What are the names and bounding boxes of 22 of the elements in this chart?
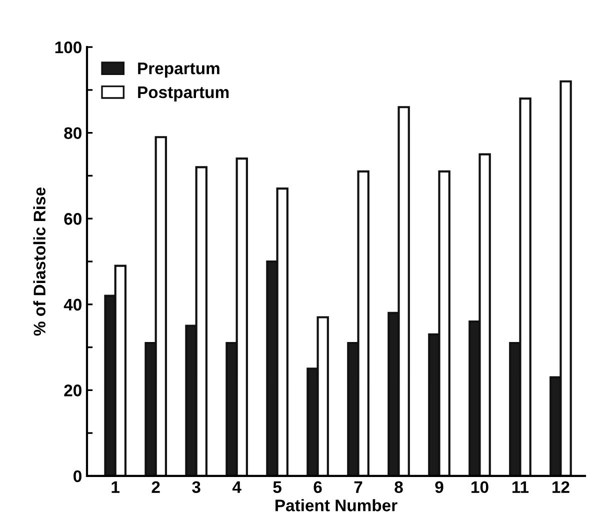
y-tick-label: 80: [64, 127, 82, 140]
x-tick-label: 7: [354, 481, 362, 493]
legend-label: Prepartum: [138, 62, 220, 78]
x-tick-label: 3: [192, 481, 200, 494]
x-axis-title: Patient Number: [276, 499, 398, 512]
x-tick-label: 12: [552, 481, 570, 493]
x-tick-label: 9: [435, 481, 444, 494]
x-tick-label: 11: [512, 481, 529, 493]
x-tick-label: 5: [273, 481, 282, 494]
y-tick-label: 40: [64, 298, 82, 311]
x-tick-label: 10: [472, 481, 488, 494]
x-tick-label: 4: [232, 481, 242, 493]
legend-label: Postpartum: [138, 86, 229, 102]
y-tick-label: 60: [64, 213, 82, 225]
x-tick-label: 6: [314, 481, 322, 494]
x-tick-label: 2: [152, 481, 160, 493]
x-tick-label: 8: [394, 481, 403, 494]
y-tick-label: 100: [55, 41, 82, 54]
y-tick-label: 20: [64, 384, 82, 396]
y-tick-label: 0: [74, 470, 82, 482]
x-tick-label: 1: [112, 481, 120, 493]
y-axis-title: % of Diastolic Rise: [33, 188, 46, 336]
